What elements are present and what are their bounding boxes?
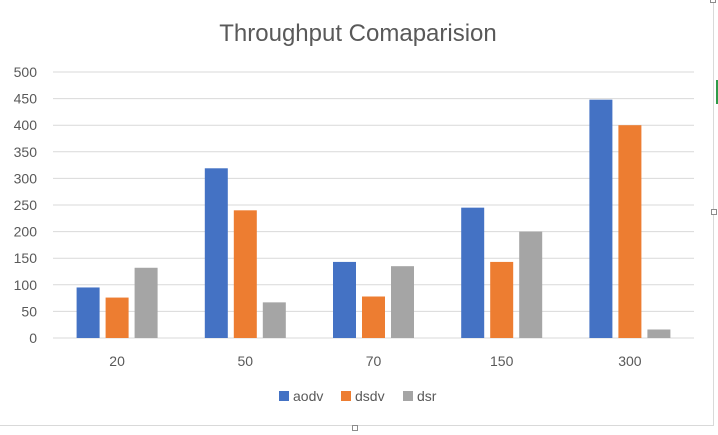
bar-aodv-150 — [461, 207, 485, 338]
y-tick-label: 400 — [14, 117, 38, 133]
bar-dsr-70 — [391, 266, 414, 338]
x-tick-label: 70 — [366, 353, 382, 369]
y-axis-tick-labels: 0 50 100 150 200 250 300 350 400 450 500 — [14, 64, 38, 346]
bar-dsr-20 — [134, 267, 158, 338]
bar-dsdv-150 — [490, 261, 514, 338]
gridlines — [53, 71, 694, 339]
bar-aodv-300 — [589, 99, 613, 338]
legend-label-dsdv: dsdv — [355, 388, 385, 404]
legend-swatch-dsr — [403, 391, 413, 401]
x-tick-label: 300 — [618, 353, 642, 369]
chart-title: Throughput Comaparision — [219, 20, 497, 47]
legend-swatch-dsdv — [341, 391, 351, 401]
bar-dsdv-50 — [233, 210, 257, 338]
bar-aodv-50 — [204, 168, 228, 338]
legend: aodv dsdv dsr — [279, 388, 437, 404]
resize-handle-top-right[interactable] — [710, 0, 716, 3]
y-tick-label: 50 — [21, 303, 37, 319]
y-tick-label: 200 — [14, 224, 38, 240]
bar-aodv-20 — [76, 287, 100, 338]
y-tick-label: 100 — [14, 277, 38, 293]
y-tick-label: 250 — [14, 197, 38, 213]
bar-aodv-70 — [333, 261, 356, 338]
bar-dsr-50 — [262, 302, 286, 338]
resize-handle-bottom-middle[interactable] — [352, 425, 358, 431]
bar-dsdv-20 — [105, 297, 129, 338]
legend-swatch-aodv — [279, 391, 289, 401]
resize-handle-right-middle[interactable] — [711, 209, 717, 215]
bar-dsr-300 — [647, 329, 671, 338]
bar-dsdv-70 — [362, 296, 385, 338]
y-tick-label: 500 — [14, 64, 38, 80]
y-tick-label: 450 — [14, 91, 38, 107]
x-tick-label: 150 — [490, 353, 514, 369]
bar-dsdv-300 — [618, 125, 642, 338]
bars — [76, 99, 671, 338]
bar-dsr-150 — [519, 231, 543, 338]
x-axis-tick-labels: 20 50 70 150 300 — [109, 353, 641, 369]
x-tick-label: 20 — [109, 353, 125, 369]
legend-label-aodv: aodv — [293, 388, 323, 404]
window-edge-mark — [716, 80, 718, 104]
y-tick-label: 150 — [14, 250, 38, 266]
x-tick-label: 50 — [238, 353, 254, 369]
y-tick-label: 350 — [14, 144, 38, 160]
legend-label-dsr: dsr — [417, 388, 437, 404]
y-tick-label: 0 — [29, 330, 37, 346]
y-tick-label: 300 — [14, 170, 38, 186]
